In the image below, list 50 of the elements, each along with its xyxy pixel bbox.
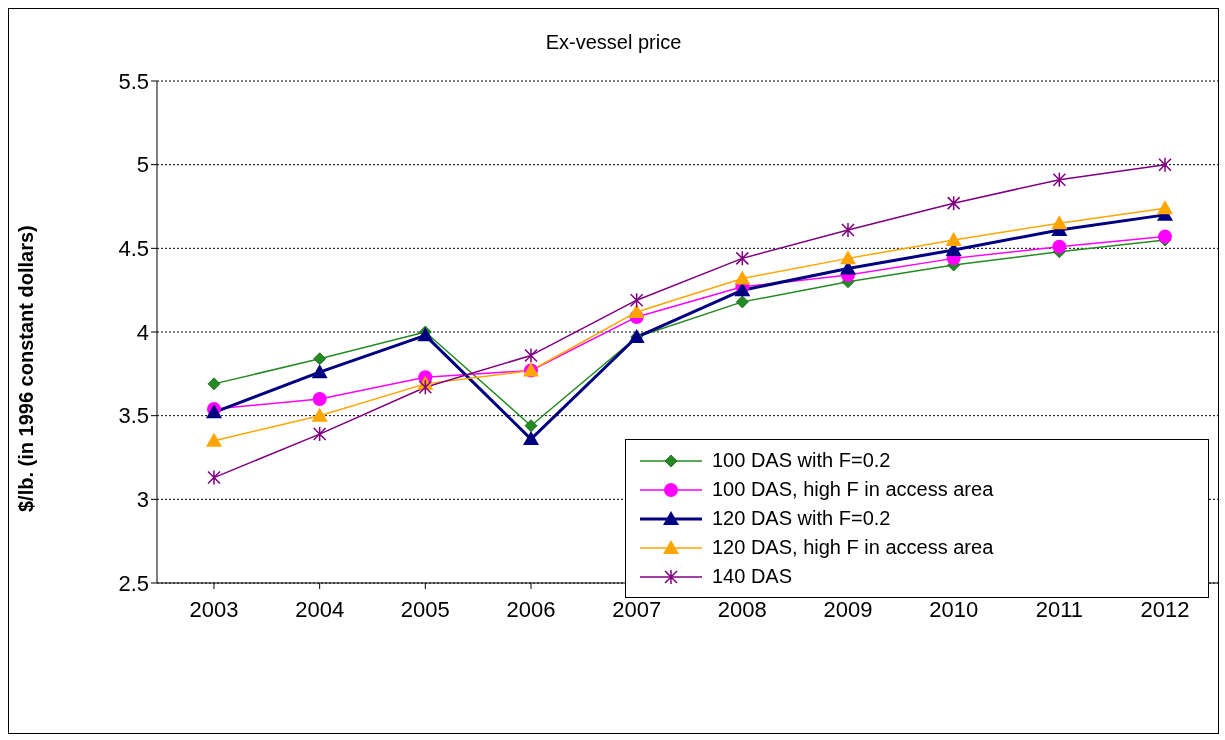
legend-label: 120 DAS with F=0.2 [712,507,891,530]
point [206,432,222,447]
point [207,377,221,391]
legend-label: 100 DAS with F=0.2 [712,449,891,472]
point [418,379,433,395]
x-tick-label: 2005 [400,596,450,622]
y-tick-label: 4 [136,319,149,345]
point [1158,229,1172,244]
legend-label: 100 DAS, high F in access area [712,478,994,501]
y-tick-label: 2.5 [118,570,149,596]
point [311,407,328,422]
x-tick-label: 2008 [717,596,767,622]
point [523,431,539,446]
point [311,364,328,379]
x-tick-label: 2010 [929,596,979,622]
point [735,250,750,267]
x-tick-label: 2012 [1140,596,1190,622]
x-tick-label: 2007 [612,596,662,622]
point [628,303,645,318]
point [524,347,538,364]
x-tick-label: 2011 [1035,596,1083,622]
point [945,231,962,246]
x-tick-label: 2004 [295,596,345,622]
x-tick-label: 2003 [189,596,239,622]
y-tick-label: 3.5 [118,403,149,429]
point [735,295,749,309]
y-axis-title: $/lb. (in 1996 constant dollars) [15,225,38,512]
chart-title: Ex-vessel price [544,31,683,54]
point [629,292,644,308]
point [1157,200,1173,215]
legend-label: 120 DAS, high F in access area [712,536,994,559]
point [1052,171,1067,188]
y-tick-label: 5 [136,152,149,178]
y-tick-label: 4.5 [118,236,149,262]
point [734,270,751,285]
y-tick-label: 5.5 [118,68,149,94]
point [840,250,856,265]
point [313,352,327,366]
point [312,391,327,406]
legend-label: 140 DAS [712,565,793,588]
x-tick-label: 2006 [506,596,556,622]
point [946,195,961,211]
y-tick-label: 3 [136,487,149,513]
point [1052,239,1067,254]
point [312,426,327,442]
point [524,419,538,433]
x-tick-label: 2009 [823,596,873,622]
point [207,469,221,486]
point [1158,156,1172,173]
point [1051,215,1068,230]
